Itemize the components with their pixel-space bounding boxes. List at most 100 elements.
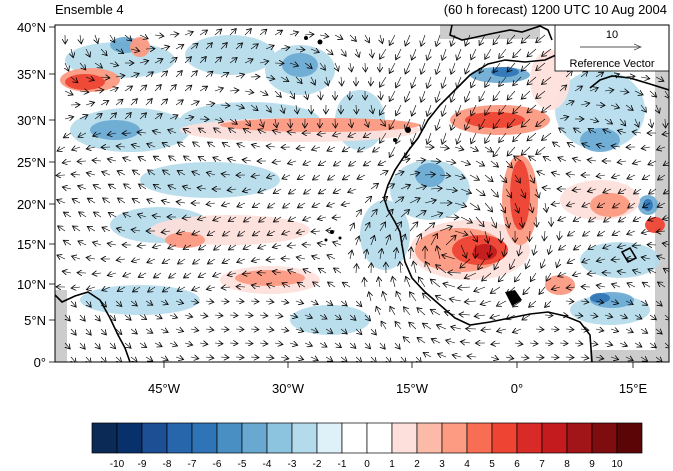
wind-vector-arrow [71, 300, 76, 307]
wind-vector-arrow [280, 357, 289, 359]
colorbar-swatch [91, 422, 118, 454]
wind-vector-arrow [490, 357, 499, 360]
wind-vector-arrow [130, 49, 140, 51]
wind-vector-arrow [587, 273, 597, 274]
wind-vector-arrow [153, 184, 162, 189]
wind-vector-arrow [356, 48, 359, 57]
lon-label-15w: 15°W [396, 381, 429, 396]
wind-vector-arrow [386, 235, 390, 246]
wind-vector-arrow [527, 104, 537, 113]
wind-vector-arrow [449, 299, 462, 301]
wind-vector-arrow [435, 296, 447, 302]
wind-vector-arrow [400, 159, 410, 161]
lat-axis [49, 26, 55, 363]
lat-label-0: 0° [34, 355, 46, 370]
wind-vector-arrow [451, 118, 455, 130]
colorbar-label: -9 [138, 459, 147, 470]
wind-vector-arrow [221, 203, 231, 206]
wind-vector-arrow [103, 198, 111, 204]
wind-vector-arrow [124, 315, 131, 320]
wind-vector-arrow [220, 105, 230, 106]
wind-vector-arrow [400, 185, 411, 189]
colorbar-swatch [591, 422, 618, 454]
wind-vector-arrow [370, 183, 379, 190]
wind-vector-arrow [610, 329, 619, 332]
wind-vector-arrow [122, 133, 132, 134]
wind-vector-arrow [396, 76, 402, 88]
wind-vector-arrow [424, 200, 436, 203]
wind-vector-arrow [580, 357, 589, 358]
wind-vector-arrow [242, 189, 252, 192]
wind-vector-arrow [640, 104, 646, 112]
wind-vector-arrow [184, 57, 192, 64]
wind-vector-arrow [190, 301, 199, 303]
wind-vector-arrow [657, 256, 666, 259]
wind-vector-arrow [214, 244, 222, 250]
wind-vector-arrow [634, 189, 642, 194]
wind-vector-arrow [493, 146, 501, 157]
wind-vector-arrow [214, 29, 222, 36]
wind-vector-arrow [152, 131, 162, 133]
wind-vector-arrow [183, 129, 192, 133]
wind-vector-arrow [274, 90, 281, 97]
wind-vector-arrow [267, 284, 276, 287]
lat-label-10n: 10°N [17, 277, 46, 292]
wind-vector-arrow [190, 101, 199, 105]
wind-vector-arrow [424, 223, 435, 232]
wind-vector-arrow [310, 301, 318, 305]
wind-vector-arrow [227, 273, 237, 275]
wind-vector-arrow [259, 216, 267, 222]
wind-vector-arrow [442, 132, 446, 144]
wind-vector-arrow [507, 62, 516, 72]
wind-vector-arrow [160, 99, 168, 106]
wind-vector-arrow [395, 321, 402, 330]
wind-vector-arrow [312, 203, 321, 207]
wind-vector-arrow [137, 245, 147, 246]
wind-vector-arrow [168, 245, 177, 249]
wind-vector-arrow [485, 76, 492, 87]
colorbar-label: 5 [489, 459, 495, 470]
wind-vector-arrow [139, 113, 147, 120]
wind-vector-arrow [389, 118, 396, 130]
wind-vector-arrow [390, 306, 396, 316]
lon-label-15e: 15°E [619, 381, 648, 396]
lon-axis [163, 362, 634, 368]
wind-vector-arrow [250, 44, 258, 50]
wind-vector-arrow [544, 230, 545, 241]
wind-vector-arrow [566, 203, 576, 206]
wind-vector-arrow [153, 156, 162, 161]
wind-vector-arrow [430, 213, 443, 217]
wind-vector-arrow [117, 171, 126, 175]
wind-vector-arrow [363, 133, 372, 138]
wind-vector-arrow [617, 271, 627, 273]
wind-vector-arrow [310, 329, 318, 333]
colorbar-label: 8 [564, 459, 570, 470]
wind-vector-arrow [147, 199, 156, 203]
wind-vector-arrow [206, 287, 216, 289]
wind-vector-arrow [550, 357, 559, 358]
wind-vector-arrow [527, 132, 537, 141]
missing-data-south [590, 350, 669, 362]
wind-vector-arrow [205, 43, 212, 50]
wind-vector-arrow [442, 255, 456, 260]
wind-vector-arrow [633, 217, 642, 221]
wind-vector-arrow [335, 118, 336, 128]
wind-vector-arrow [355, 300, 362, 307]
colorbar-swatch [166, 422, 193, 454]
wind-vector-arrow [148, 286, 156, 292]
wind-vector-arrow [342, 147, 351, 152]
wind-vector-arrow [655, 357, 662, 362]
wind-vector-arrow [197, 188, 207, 190]
wind-vector-arrow [290, 90, 295, 99]
wind-vector-arrow [152, 215, 162, 217]
colorbar-label: 4 [464, 459, 470, 470]
wind-vector-arrow [92, 273, 102, 274]
wind-vector-arrow [471, 48, 477, 60]
wind-vector-arrow [534, 244, 537, 255]
colorbar-swatch [241, 422, 268, 454]
wind-vector-arrow [221, 174, 231, 175]
wind-vector-arrow [530, 174, 534, 183]
wind-vector-arrow [319, 35, 329, 37]
wind-vector-field [56, 29, 669, 362]
